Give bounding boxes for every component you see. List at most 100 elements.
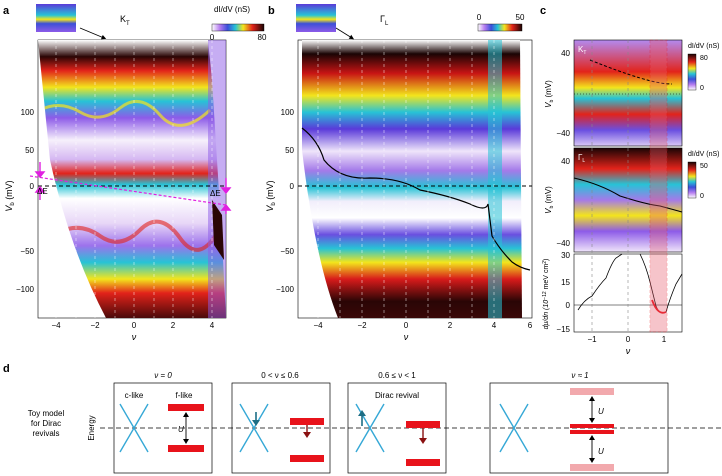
svg-text:1: 1 — [662, 335, 667, 344]
panel-a-right-strip — [208, 40, 226, 318]
panel-b-spectral-line — [301, 127, 531, 271]
panel-a-colorbar — [211, 23, 265, 32]
panel-a-thumbnail — [36, 4, 76, 32]
panel-c-bottom-curve — [577, 253, 683, 314]
svg-text:−50: −50 — [280, 247, 294, 256]
panel-b-xticks: −4 −2 0 2 4 6 — [313, 321, 532, 330]
panel-c-cbar2 — [687, 161, 697, 199]
panel-d-box3-dirac-arrowhead — [358, 410, 366, 416]
panel-a-right-dark-band — [212, 200, 224, 260]
panel-a-band-label: KT — [120, 14, 130, 27]
panel-d-box3-flat-lower — [406, 459, 440, 466]
svg-text:0: 0 — [566, 301, 571, 310]
panel-a-thumbnail-arrow — [79, 27, 107, 40]
panel-c-cbar1 — [687, 53, 697, 91]
panel-d: d Toy model for Dirac revivals Energy ν … — [3, 363, 722, 474]
svg-text:−2: −2 — [357, 321, 367, 330]
svg-text:30: 30 — [561, 251, 570, 260]
svg-text:0: 0 — [290, 182, 295, 191]
panel-c-mid-yticks: 40 −40 — [556, 157, 570, 248]
panel-a-ylabel: Vb (mV) — [4, 180, 16, 211]
panel-c-top-band-label: KT — [578, 45, 586, 56]
panel-a-upper-wiggles — [39, 99, 212, 127]
panel-c-cbar2-min: 0 — [700, 193, 704, 200]
svg-text:−4: −4 — [51, 321, 61, 330]
panel-c-letter: c — [540, 5, 546, 17]
panel-b-ylabel: Vb (mV) — [265, 180, 277, 211]
svg-text:100: 100 — [281, 108, 295, 117]
svg-text:−1: −1 — [587, 335, 597, 344]
svg-text:−100: −100 — [276, 285, 295, 294]
panel-d-box3-title: 0.6 ≤ ν < 1 — [378, 371, 416, 380]
panel-d-box2 — [231, 382, 331, 474]
panel-d-box1 — [113, 382, 213, 474]
svg-text:2: 2 — [171, 321, 176, 330]
panel-d-box3 — [347, 382, 447, 474]
panel-d-side-label-2: for Dirac — [31, 419, 61, 428]
panel-b-colorbar — [477, 23, 523, 32]
panel-c: c KT 40 −40 Vb (mV) dI/dV (nS) 80 0 ΓL 4… — [540, 5, 720, 356]
panel-b-gridlines — [317, 40, 495, 318]
panel-c-top-yticks: 40 −40 — [556, 49, 570, 138]
panel-c-mid-band-label: ΓL — [578, 153, 585, 164]
svg-text:0: 0 — [404, 321, 409, 330]
svg-text:6: 6 — [528, 321, 533, 330]
panel-d-side-label-1: Toy model — [28, 409, 65, 418]
panel-c-cbar1-label: dI/dV (nS) — [688, 43, 720, 50]
panel-d-box3-flat-upper — [406, 421, 440, 428]
panel-c-xlabel: ν — [626, 346, 631, 356]
panel-a-letter: a — [3, 5, 10, 17]
panel-b-right-strip — [488, 40, 502, 318]
panel-d-box4-u-bottom-head1 — [589, 435, 595, 440]
svg-text:4: 4 — [210, 321, 215, 330]
panel-b-yticks: 100 50 0 −50 −100 — [276, 108, 295, 294]
svg-text:0: 0 — [30, 182, 35, 191]
svg-text:40: 40 — [561, 49, 570, 58]
panel-a-colorbar-min: 0 — [210, 33, 215, 42]
panel-d-box1-flat-lower — [168, 445, 204, 452]
panel-a-magenta-line — [29, 175, 227, 206]
panel-d-box1-u-label: U — [178, 425, 184, 434]
panel-a-colorbar-max: 80 — [258, 33, 267, 42]
svg-text:−15: −15 — [556, 325, 570, 334]
panel-c-top-dashed-curve — [589, 59, 673, 85]
panel-d-box3-flat-arrowhead — [419, 438, 427, 444]
panel-c-top-ylabel: Vb (mV) — [544, 80, 555, 108]
panel-c-gridlines — [591, 40, 629, 332]
panel-d-box2-dirac-arrowhead — [252, 420, 260, 426]
svg-text:4: 4 — [492, 321, 497, 330]
panel-a-delta-right-marker — [220, 178, 232, 214]
panel-d-box2-flat-upper — [290, 418, 324, 425]
panel-c-cbar2-max: 50 — [700, 163, 708, 170]
svg-text:−100: −100 — [16, 285, 35, 294]
panel-a-xticks: −4 −2 0 2 4 — [51, 321, 214, 330]
svg-text:40: 40 — [561, 157, 570, 166]
panel-d-box4-u-bottom-head2 — [589, 458, 595, 463]
panel-d-box1-u-arrowhead-top — [183, 412, 189, 417]
panel-b-thumbnail — [296, 4, 336, 32]
panel-d-box1-f-label: f-like — [176, 391, 193, 400]
panel-d-box1-u-arrowhead-bottom — [183, 439, 189, 444]
panel-b-thumbnail-arrow — [335, 27, 355, 40]
panel-d-box4-dirac — [499, 403, 529, 453]
panel-c-cbar1-max: 80 — [700, 55, 708, 62]
panel-c-mid-curve — [573, 177, 683, 213]
panel-c-highlight — [649, 39, 668, 333]
panel-b: b ΓL 0 50 100 50 0 −50 −100 Vb (mV) −4 −… — [265, 4, 533, 342]
panel-c-bottom-ylabel: dμ/dn (10−12 meV cm2) — [542, 259, 550, 330]
panel-d-box4-u-top-label: U — [598, 407, 604, 416]
svg-text:−50: −50 — [20, 247, 34, 256]
panel-d-box4-u-bottom-label: U — [598, 447, 604, 456]
panel-d-box1-flat-upper — [168, 404, 204, 411]
panel-d-box4-flat-mid-upper — [570, 424, 614, 428]
panel-a-delta-left-marker — [34, 162, 46, 200]
panel-c-cbar1-min: 0 — [700, 85, 704, 92]
panel-d-box3-inner-label: Dirac revival — [375, 391, 419, 400]
panel-c-bottom-red-segment — [651, 299, 667, 314]
panel-c-cbar2-label: dI/dV (nS) — [688, 151, 720, 158]
panel-d-box4-flat-faint-bottom — [570, 464, 614, 471]
panel-c-mid-ylabel: Vb (mV) — [544, 186, 555, 214]
panel-a: a KT dI/dV (nS) 0 80 ΔE — [3, 4, 267, 342]
panel-c-top-map — [573, 39, 683, 147]
svg-text:0: 0 — [132, 321, 137, 330]
